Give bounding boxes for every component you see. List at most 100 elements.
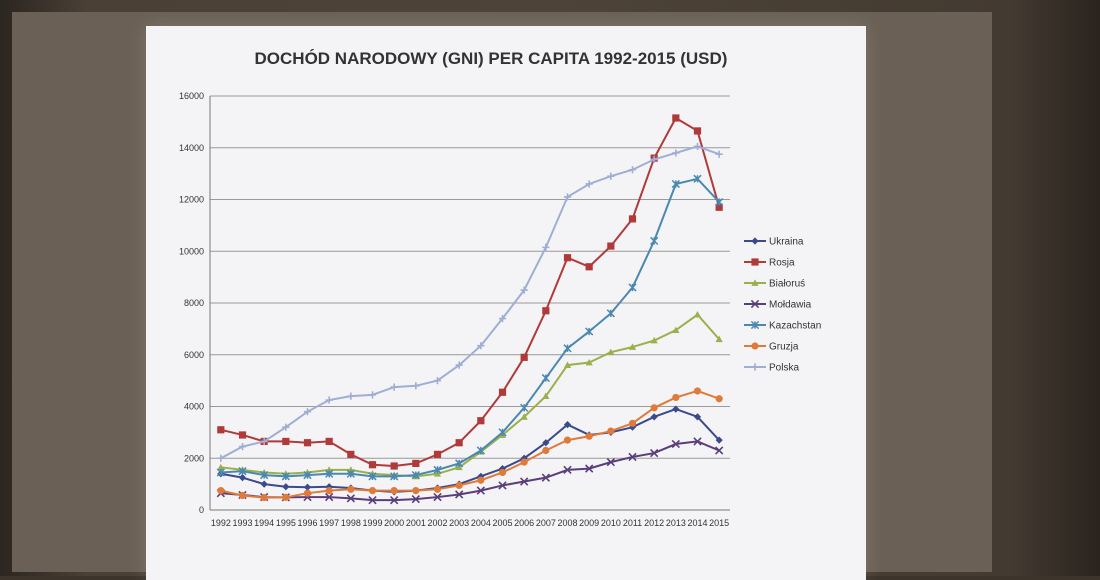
data-point: [563, 361, 572, 368]
data-point: [563, 344, 572, 353]
data-point: [693, 311, 702, 318]
data-point: [750, 320, 760, 330]
data-point: [585, 180, 593, 188]
data-point: [751, 237, 759, 245]
data-point: [281, 472, 290, 481]
legend-item: Ukraina: [744, 237, 804, 248]
legend-label: Rosja: [769, 258, 795, 269]
data-point: [390, 472, 399, 481]
data-point: [498, 314, 507, 323]
data-point: [715, 436, 723, 444]
data-point: [282, 423, 290, 431]
data-point: [751, 258, 759, 266]
x-tick-label: 2008: [557, 518, 577, 528]
legend-label: Mołdawia: [769, 300, 812, 311]
data-point: [411, 494, 420, 504]
data-point: [346, 469, 355, 478]
data-point: [628, 419, 637, 427]
x-tick-label: 2012: [644, 518, 664, 528]
data-point: [672, 405, 680, 413]
data-point: [628, 343, 637, 350]
data-point: [260, 470, 269, 480]
data-point: [650, 404, 658, 412]
legend-label: Gruzja: [769, 342, 799, 353]
data-point: [433, 485, 442, 493]
data-point: [607, 427, 615, 435]
data-point: [671, 439, 680, 449]
data-point: [411, 470, 420, 480]
data-point: [542, 307, 550, 315]
data-point: [433, 465, 442, 475]
data-point: [303, 470, 312, 480]
line-chart: DOCHÓD NARODOWY (GNI) PER CAPITA 1992-20…: [179, 49, 821, 528]
data-point: [325, 492, 334, 502]
data-point: [412, 486, 420, 495]
y-tick-label: 4000: [184, 402, 204, 412]
data-point: [520, 458, 528, 466]
data-point: [693, 127, 702, 135]
data-point: [751, 363, 759, 371]
series-line: [220, 440, 720, 502]
data-point: [628, 215, 637, 223]
data-point: [542, 439, 550, 447]
data-point: [650, 413, 658, 421]
data-point: [498, 388, 507, 396]
data-point: [477, 472, 485, 480]
chart-series: [216, 114, 724, 505]
data-point: [390, 496, 399, 505]
data-point: [607, 172, 615, 180]
x-tick-label: 1995: [276, 518, 296, 528]
x-tick-label: 2014: [687, 518, 707, 528]
data-point: [347, 450, 355, 458]
legend-item: Kazachstan: [744, 321, 821, 332]
y-tick-label: 8000: [184, 298, 204, 308]
data-point: [260, 437, 268, 446]
data-point: [520, 413, 528, 420]
data-point: [715, 150, 723, 158]
data-point: [541, 373, 550, 383]
data-point: [498, 468, 507, 477]
data-point: [520, 477, 529, 486]
data-point: [585, 263, 593, 271]
data-point: [750, 299, 760, 309]
x-tick-label: 1994: [254, 518, 274, 528]
data-point: [390, 383, 398, 391]
legend-label: Kazachstan: [769, 321, 821, 332]
data-point: [303, 489, 312, 497]
data-point: [238, 431, 247, 439]
data-point: [325, 483, 333, 491]
x-tick-label: 1998: [341, 518, 361, 528]
x-axis-ticks: 1992 1993 1994 1995 1996 1997 1998 1999 2000 2001…: [211, 518, 729, 528]
chart-grid: [209, 95, 730, 511]
data-point: [607, 348, 615, 356]
data-point: [455, 439, 463, 447]
data-point: [715, 446, 724, 455]
data-point: [520, 353, 528, 361]
data-point: [751, 279, 759, 286]
data-point: [260, 480, 268, 488]
data-point: [217, 463, 225, 471]
x-tick-label: 1999: [362, 518, 382, 528]
x-tick-label: 1996: [297, 518, 317, 528]
legend-item: Rosja: [744, 258, 795, 269]
x-tick-label: 2003: [449, 518, 469, 528]
x-tick-label: 2015: [709, 518, 729, 528]
data-point: [282, 493, 290, 501]
data-point: [672, 326, 680, 334]
data-point: [216, 468, 225, 477]
data-point: [672, 393, 680, 402]
data-point: [607, 242, 615, 250]
data-point: [563, 421, 572, 429]
slide: DOCHÓD NARODOWY (GNI) PER CAPITA 1992-20…: [146, 26, 866, 580]
data-point: [672, 114, 680, 122]
series-line: [220, 313, 720, 478]
data-point: [751, 342, 759, 350]
data-point: [715, 395, 723, 403]
x-tick-label: 2005: [492, 518, 512, 528]
data-point: [715, 203, 723, 211]
data-point: [238, 491, 247, 500]
data-point: [347, 485, 355, 493]
data-point: [715, 335, 723, 343]
data-point: [368, 461, 377, 469]
